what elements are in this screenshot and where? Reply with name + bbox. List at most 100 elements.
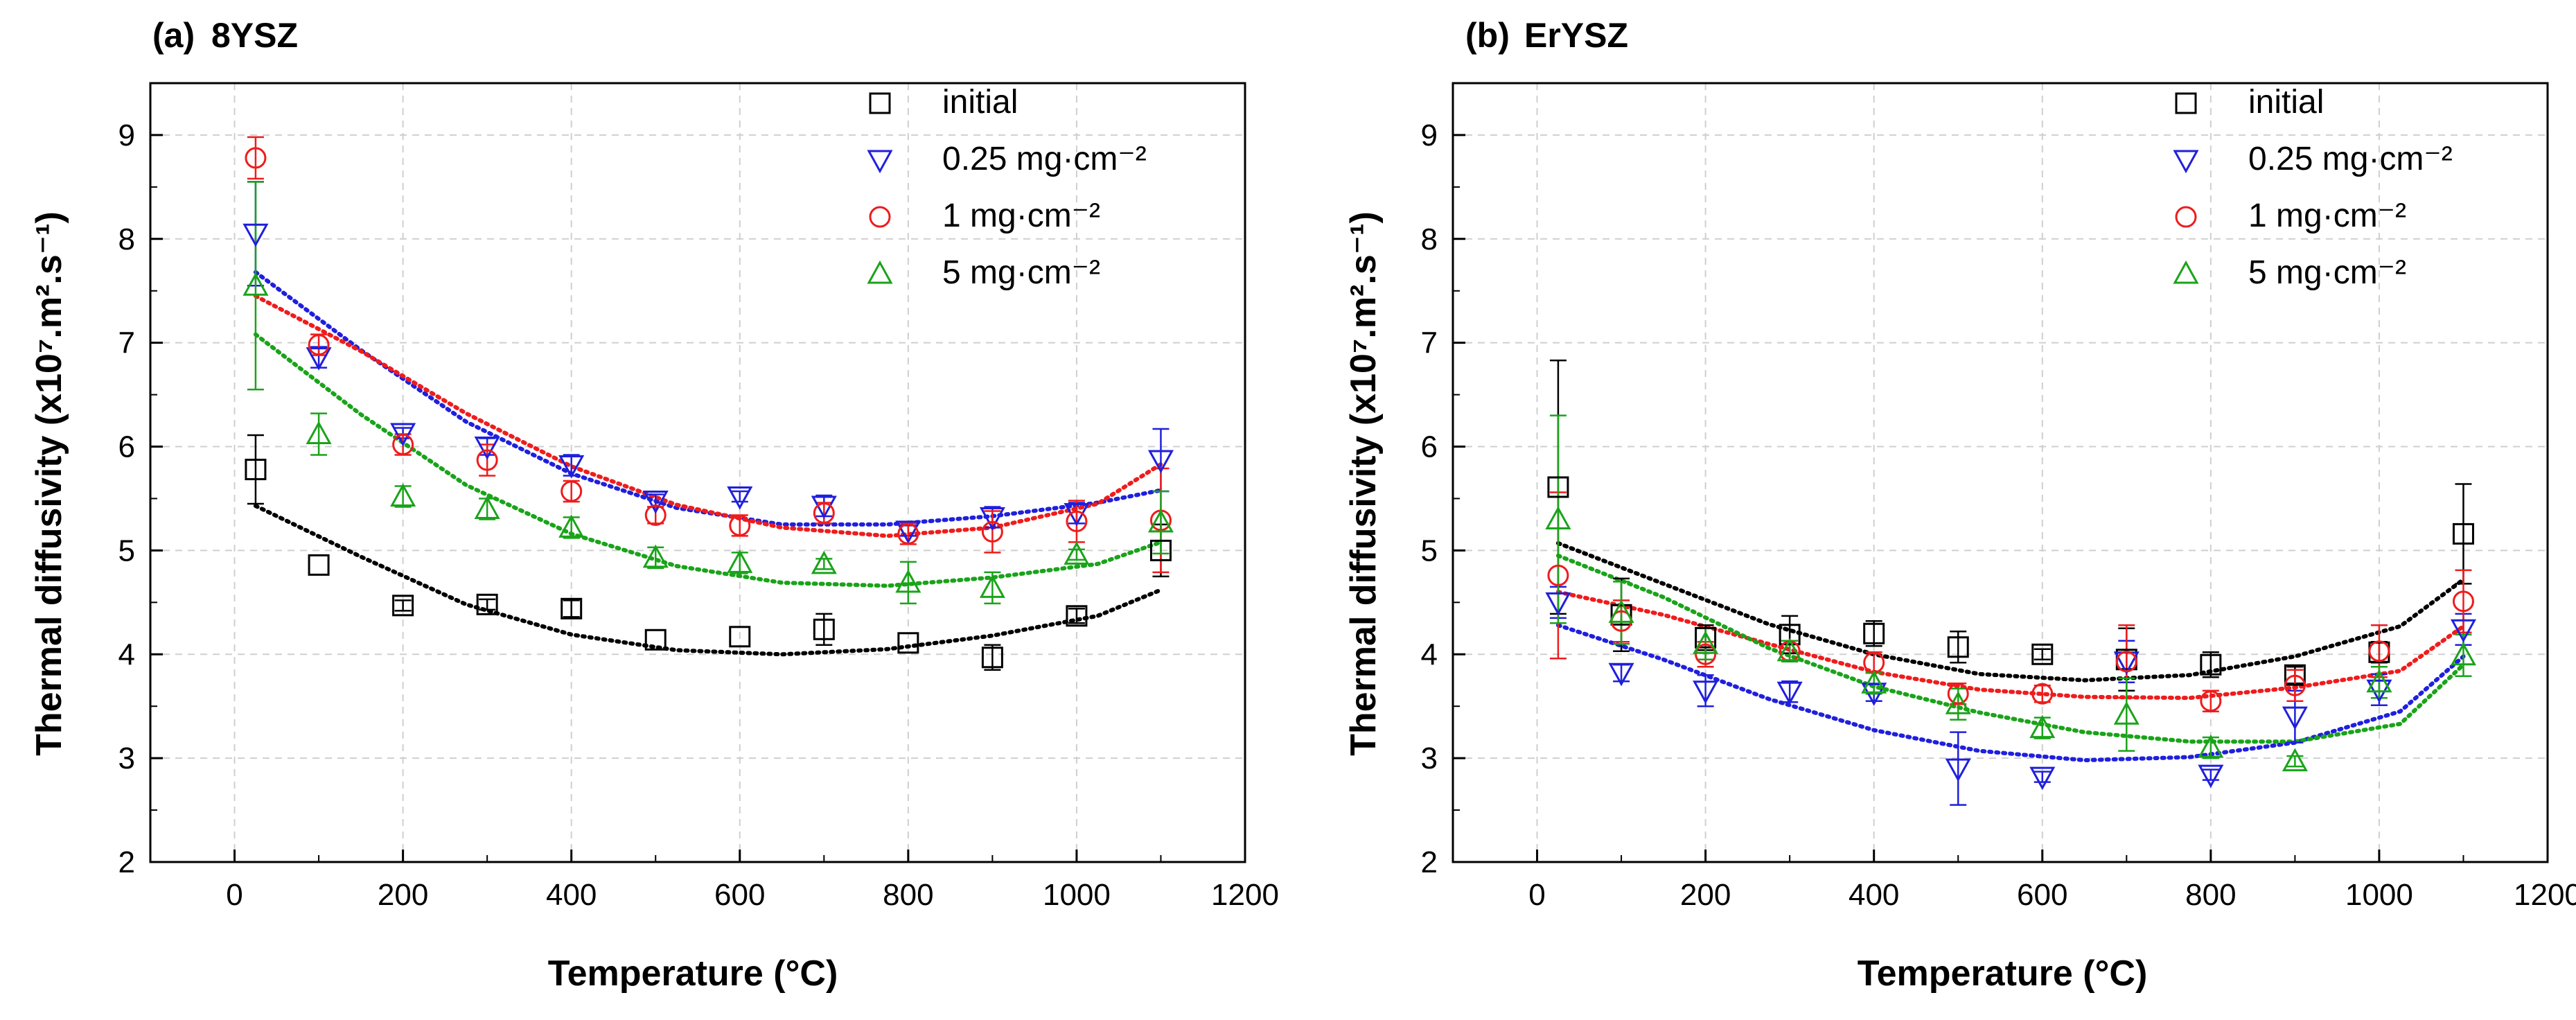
panel-b-xtick-label: 800	[2185, 878, 2236, 912]
panel-a-errorbar	[247, 136, 264, 180]
panel-b-legend-label-3: 5 mg·cm⁻²	[2248, 254, 2406, 291]
panel-b-xtick-label: 0	[1528, 878, 1545, 912]
panel-b-point-series-1	[1861, 683, 1887, 706]
panel-a-legend-label-2: 1 mg·cm⁻²	[942, 197, 1100, 234]
panel-a-point-series-1	[642, 490, 669, 514]
panel-a-legend-label-3: 5 mg·cm⁻²	[942, 254, 1100, 291]
panel-b-point-series-1	[2282, 706, 2308, 730]
panel-b-fit-series-1	[1555, 623, 2466, 763]
panel-a-point-series-0	[981, 647, 1003, 669]
panel-b-point-series-0	[2200, 653, 2222, 676]
panel-a-point-series-2	[644, 504, 667, 526]
panel-a-errorbar	[394, 599, 412, 612]
panel-a-point-series-3	[895, 569, 921, 593]
panel-b-point-series-2	[2031, 683, 2054, 705]
panel-b-xtick-label: 1000	[2345, 878, 2413, 912]
panel-a-point-series-3	[811, 550, 837, 574]
panel-a-point-series-0	[245, 459, 267, 481]
panel-a-title: 8YSZ	[211, 16, 298, 55]
panel-b-point-series-0	[1779, 624, 1801, 646]
panel-b-errorbar	[2202, 768, 2219, 781]
panel-b-point-series-3	[2198, 735, 2224, 758]
panel-a-errorbar	[731, 490, 748, 503]
panel-a-errorbar	[247, 434, 264, 505]
panel-b-point-series-2	[2200, 690, 2222, 712]
panel-a-errorbar	[1152, 490, 1170, 555]
panel-b-ytick-label: 4	[1421, 638, 1438, 671]
panel-a-point-series-0	[729, 626, 751, 648]
panel-a-point-series-1	[811, 495, 837, 520]
panel-a-point-series-3	[1147, 509, 1174, 533]
panel-b-errorbar	[1950, 631, 1967, 664]
panel-b-errorbar	[1950, 731, 1967, 806]
panel-b-erysz: (b) ErYSZ Temperature (°C) Thermal diffu…	[1343, 16, 2576, 994]
panel-a-fit-series-3	[253, 332, 1163, 588]
panel-a-point-series-3	[727, 549, 753, 573]
panel-a-xtick-label: 800	[883, 878, 933, 912]
panel-b-point-series-1	[2029, 766, 2056, 791]
panel-a-errorbar	[1068, 548, 1085, 561]
panel-a-point-series-3	[390, 483, 416, 507]
panel-a-point-series-1	[474, 437, 500, 460]
panel-b-point-series-1	[1608, 662, 1634, 687]
panel-a-errorbar	[815, 558, 833, 570]
panel-a-point-series-1	[242, 223, 269, 247]
panel-a-legend-marker-2	[869, 206, 891, 228]
panel-b-errorbar	[2286, 755, 2304, 768]
panel-b-point-series-3	[2029, 714, 2056, 739]
panel-a-ytick-label: 3	[118, 741, 135, 775]
panel-a-errorbar	[984, 510, 1001, 554]
panel-b-errorbar	[2455, 569, 2472, 634]
panel-a-point-series-0	[897, 632, 919, 654]
panel-a-errorbar	[247, 181, 264, 391]
panel-b-point-series-1	[1545, 592, 1571, 616]
panel-b-point-series-0	[1863, 622, 1885, 644]
panel-a-point-series-3	[558, 514, 585, 538]
panel-b-ytick-label: 9	[1421, 118, 1438, 152]
panel-a-errorbar	[479, 598, 496, 611]
panel-b-point-series-2	[1695, 643, 1717, 665]
panel-a-ytick-label: 6	[118, 430, 135, 464]
panel-a-point-series-0	[476, 593, 498, 615]
panel-b-point-series-3	[1608, 599, 1634, 623]
panel-b-point-series-1	[2198, 764, 2224, 789]
panel-a-point-series-3	[306, 421, 332, 445]
panel-a-legend-marker-3	[867, 260, 893, 284]
panel-b-ytick-label: 5	[1421, 534, 1438, 568]
panel-b-errorbar	[2202, 651, 2219, 678]
panel-b-legend-marker-3	[2173, 260, 2199, 284]
panel-a-legend-label-0: initial	[942, 84, 1018, 121]
panel-b-errorbar	[1549, 414, 1567, 624]
panel-b-ylabel: Thermal diffusivity (x10⁷.m².s⁻¹)	[1343, 211, 1384, 756]
panel-b-point-series-1	[1693, 680, 1719, 704]
panel-a-xtick-label: 200	[378, 878, 428, 912]
panel-a-8ysz: (a) 8YSZ Temperature (°C) Thermal diffus…	[29, 16, 1279, 994]
panel-b-point-series-1	[1776, 681, 1803, 705]
panel-a-point-series-0	[1066, 605, 1088, 627]
panel-a-ytick-label: 8	[118, 222, 135, 256]
panel-a-point-series-0	[392, 595, 414, 617]
panel-a-point-series-1	[979, 507, 1005, 531]
panel-b-point-series-2	[1547, 564, 1569, 586]
panel-a-point-series-0	[308, 554, 330, 576]
panel-b-point-series-2	[2368, 640, 2390, 662]
panel-b-point-series-2	[2115, 651, 2137, 673]
panel-b-ytick-label: 2	[1421, 845, 1438, 879]
panel-a-fit-series-0	[253, 504, 1163, 657]
panel-a-fit-series-2	[253, 294, 1163, 538]
panel-b-point-series-0	[1947, 636, 1969, 658]
panel-a-xtick-label: 400	[546, 878, 597, 912]
panel-b-xtick-label: 600	[2017, 878, 2067, 912]
panel-b-errorbar	[2118, 677, 2135, 752]
panel-b-legend-label-0: initial	[2248, 84, 2324, 121]
panel-a-ytick-label: 5	[118, 534, 135, 568]
panel-b-legend-marker-2	[2175, 206, 2197, 228]
panel-b-point-series-0	[1610, 604, 1632, 626]
panel-a-point-series-2	[1066, 510, 1088, 532]
panel-b-xtick-label: 200	[1680, 878, 1731, 912]
panel-a-point-series-2	[813, 502, 835, 524]
panel-a-point-series-1	[306, 347, 332, 371]
panel-b-legend-marker-1	[2173, 150, 2199, 174]
panel-b-point-series-0	[1695, 626, 1717, 649]
